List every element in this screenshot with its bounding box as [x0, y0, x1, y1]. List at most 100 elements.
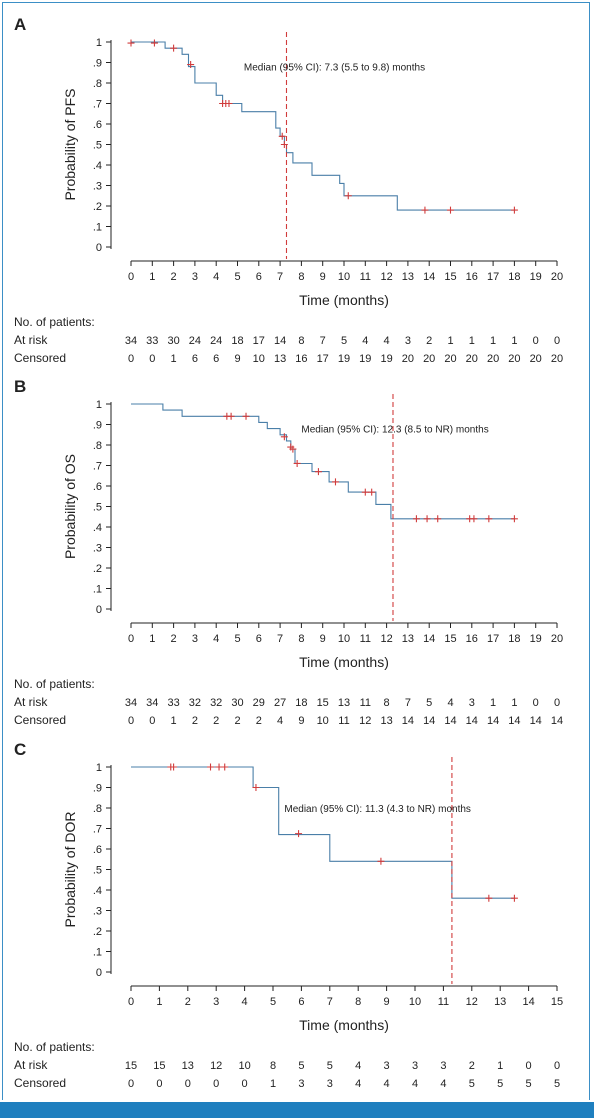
at-risk-value: 17 — [253, 335, 265, 347]
censored-value: 6 — [213, 353, 219, 365]
censored-value: 5 — [526, 1078, 532, 1090]
figure-frame — [2, 2, 590, 1100]
x-tick-label: 14 — [423, 633, 435, 645]
censored-value: 16 — [295, 353, 307, 365]
censored-value: 2 — [192, 715, 198, 727]
at-risk-value: 0 — [533, 335, 539, 347]
x-tick-label: 12 — [380, 271, 392, 283]
x-tick-label: 6 — [298, 996, 304, 1008]
x-tick-label: 10 — [338, 271, 350, 283]
censored-value: 1 — [171, 715, 177, 727]
at-risk-value: 34 — [125, 335, 137, 347]
censored-value: 14 — [444, 715, 456, 727]
x-tick-label: 7 — [327, 996, 333, 1008]
censored-value: 14 — [423, 715, 435, 727]
y-tick-label: .3 — [93, 181, 102, 193]
censored-value: 19 — [380, 353, 392, 365]
at-risk-value: 1 — [490, 697, 496, 709]
x-tick-label: 10 — [338, 633, 350, 645]
x-tick-label: 9 — [320, 633, 326, 645]
y-tick-label: .5 — [93, 865, 102, 877]
x-tick-label: 3 — [213, 996, 219, 1008]
x-tick-label: 0 — [128, 271, 134, 283]
y-tick-label: 1 — [96, 37, 102, 49]
at-risk-value: 15 — [317, 697, 329, 709]
at-risk-value: 18 — [295, 697, 307, 709]
at-risk-value: 8 — [270, 1060, 276, 1072]
censor-mark — [485, 894, 493, 902]
y-tick-label: .6 — [93, 119, 102, 131]
y-axis-label: Probability of OS — [62, 454, 78, 559]
y-tick-label: .8 — [93, 440, 102, 452]
at-risk-value: 15 — [153, 1060, 165, 1072]
at-risk-value: 4 — [447, 697, 453, 709]
at-risk-value: 24 — [210, 335, 222, 347]
censored-value: 20 — [530, 353, 542, 365]
censored-value: 6 — [192, 353, 198, 365]
censored-value: 0 — [149, 353, 155, 365]
y-tick-label: .2 — [93, 926, 102, 938]
y-axis-label: Probability of PFS — [62, 88, 78, 200]
censored-value: 4 — [440, 1078, 446, 1090]
at-risk-value: 34 — [146, 697, 158, 709]
at-risk-value: 14 — [274, 335, 286, 347]
censored-value: 20 — [508, 353, 520, 365]
censored-value: 0 — [128, 715, 134, 727]
censored-value: 17 — [317, 353, 329, 365]
censored-value: 13 — [380, 715, 392, 727]
at-risk-value: 4 — [362, 335, 368, 347]
at-risk-value: 3 — [405, 335, 411, 347]
y-tick-label: .7 — [93, 461, 102, 473]
median-annotation: Median (95% CI): 11.3 (4.3 to NR) months — [284, 804, 471, 815]
censored-value: 4 — [384, 1078, 390, 1090]
y-tick-label: .7 — [93, 99, 102, 111]
censor-mark — [252, 784, 260, 791]
x-tick-label: 13 — [402, 271, 414, 283]
censored-value: 1 — [171, 353, 177, 365]
median-annotation: Median (95% CI): 12.3 (8.5 to NR) months — [301, 425, 488, 436]
y-tick-label: 1 — [96, 762, 102, 774]
censored-value: 4 — [277, 715, 283, 727]
x-tick-label: 0 — [128, 996, 134, 1008]
at-risk-value: 24 — [189, 335, 201, 347]
censor-mark — [485, 515, 493, 523]
km-panel-c: C 0 .1 .2 .3 .4 .5 .6 .7 .8 .9 1 Probability of DOR 0… — [14, 740, 563, 1090]
x-tick-label: 5 — [270, 996, 276, 1008]
x-tick-label: 6 — [256, 633, 262, 645]
at-risk-value: 13 — [338, 697, 350, 709]
censored-value: 14 — [508, 715, 520, 727]
censored-value: 0 — [149, 715, 155, 727]
censor-mark — [289, 445, 297, 453]
censored-value: 14 — [402, 715, 414, 727]
at-risk-value: 29 — [253, 697, 265, 709]
y-tick-label: .9 — [93, 58, 102, 70]
censor-mark — [470, 515, 478, 523]
censored-value: 10 — [253, 353, 265, 365]
at-risk-value: 7 — [320, 335, 326, 347]
y-tick-label: .3 — [93, 543, 102, 555]
at-risk-value: 32 — [189, 697, 201, 709]
x-tick-label: 9 — [320, 271, 326, 283]
censor-mark — [280, 433, 288, 441]
x-axis-label: Time (months) — [299, 1017, 389, 1033]
censored-value: 0 — [213, 1078, 219, 1090]
y-tick-label: .9 — [93, 420, 102, 432]
panel-label: B — [14, 377, 26, 396]
censored-label: Censored — [14, 351, 66, 365]
at-risk-value: 2 — [426, 335, 432, 347]
y-tick-label: 0 — [96, 242, 102, 254]
y-axis-label: Probability of DOR — [62, 812, 78, 928]
censor-mark — [127, 39, 135, 47]
x-tick-label: 16 — [466, 271, 478, 283]
at-risk-value: 13 — [182, 1060, 194, 1072]
censor-mark — [423, 515, 431, 523]
censored-value: 20 — [466, 353, 478, 365]
censored-value: 3 — [327, 1078, 333, 1090]
censor-mark — [225, 100, 233, 107]
y-tick-label: .8 — [93, 803, 102, 815]
x-tick-label: 4 — [213, 633, 219, 645]
at-risk-value: 7 — [405, 697, 411, 709]
at-risk-value: 34 — [125, 697, 137, 709]
y-tick-label: .9 — [93, 783, 102, 795]
